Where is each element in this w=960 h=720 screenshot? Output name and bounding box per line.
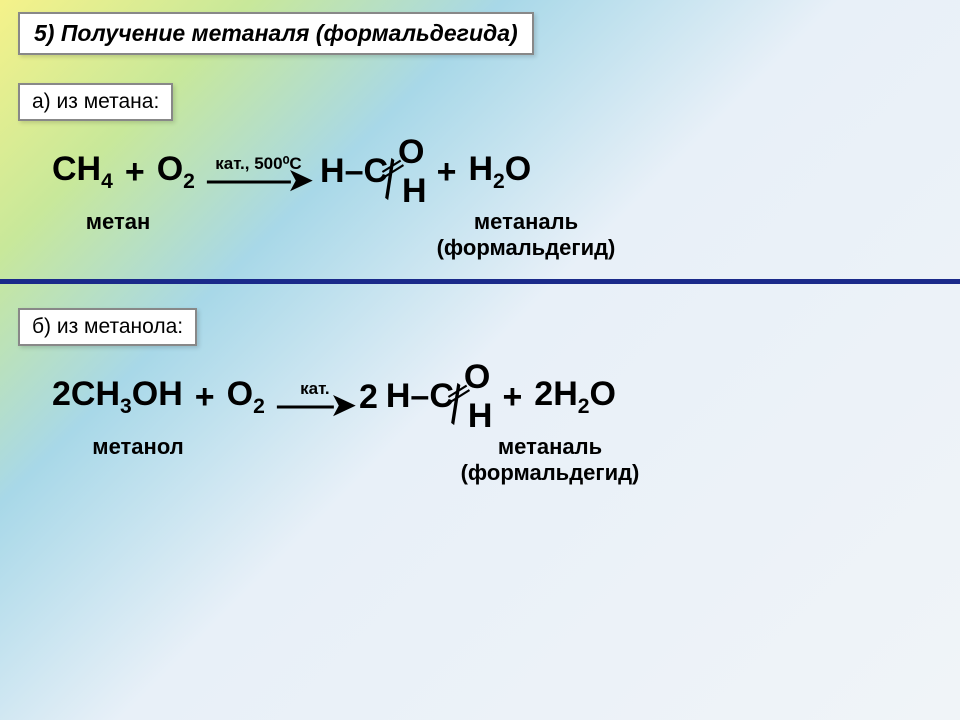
label-methanal-a-l2: (формальдегид) — [416, 235, 636, 261]
methanal-h-b: H — [468, 407, 493, 426]
reactant-o2-a: O2 — [151, 150, 201, 194]
section-b-heading: б) из метанола: — [18, 308, 197, 346]
arrow-glyph-b: ——➤ — [277, 395, 353, 416]
ch4-sub: 4 — [101, 170, 113, 193]
arrow-b: кат. ——➤ — [271, 379, 359, 416]
label-methanol: метанол — [58, 434, 218, 486]
product-methanal-a: O H–C ═ ╲ H — [316, 143, 431, 201]
single-bond-icon: ╲ — [378, 170, 400, 190]
methanal-coef-b: 2 — [359, 378, 382, 417]
label-methanal-b: метаналь (формальдегид) — [440, 434, 660, 486]
reaction-a: CH4 + O2 кат., 500⁰С ———➤ O H–C ═ ╲ — [46, 143, 942, 201]
h2o-2-a: 2 — [493, 170, 505, 193]
reactant-ch4: CH4 — [46, 150, 119, 194]
reactant-ch3oh: 2CH3OH — [46, 375, 189, 419]
h2o-coef-b: 2 — [534, 375, 553, 413]
labels-a: метан метаналь (формальдегид) — [46, 209, 942, 261]
o2-sub-a: 2 — [183, 170, 195, 193]
slide-content: 5) Получение метаналя (формальдегида) а)… — [0, 0, 960, 516]
label-methane: метан — [58, 209, 178, 261]
label-methanal-b-l2: (формальдегид) — [440, 460, 660, 486]
reactant-o2-b: O2 — [221, 375, 271, 419]
slide-title: 5) Получение метаналя (формальдегида) — [18, 12, 534, 55]
o2-base-a: O — [157, 150, 183, 188]
plus-b2: + — [496, 378, 528, 417]
product-h2o-a: H2O — [462, 150, 537, 194]
h2o-h-a: H — [468, 150, 493, 188]
methanal-h-a: H — [402, 182, 427, 201]
product-h2o-b: 2H2O — [528, 375, 622, 419]
h2o-2-b: 2 — [578, 395, 590, 418]
plus-a1: + — [119, 153, 151, 192]
product-methanal-b: O H–C ═ ╲ H — [382, 368, 497, 426]
label-methanal-b-l1: метаналь — [440, 434, 660, 460]
ch3oh-coef: 2 — [52, 375, 71, 413]
label-methanal-a: метаналь (формальдегид) — [416, 209, 636, 261]
arrow-a: кат., 500⁰С ———➤ — [201, 154, 316, 191]
single-bond-icon-b: ╲ — [444, 395, 466, 415]
h2o-h-b: H — [553, 375, 578, 413]
ch4-base: CH — [52, 150, 101, 188]
label-methanal-a-l1: метаналь — [416, 209, 636, 235]
reaction-b: 2CH3OH + O2 кат. ——➤ 2 O H–C ═ — [46, 368, 942, 426]
o2-base-b: O — [227, 375, 253, 413]
section-a-heading: а) из метана: — [18, 83, 173, 121]
ch3oh-base: CH — [71, 375, 120, 413]
section-divider — [0, 279, 960, 284]
arrow-glyph-a: ———➤ — [207, 170, 310, 191]
methanal-o-b: O — [464, 368, 490, 387]
o2-sub-b: 2 — [253, 395, 265, 418]
product-methanal-b-wrap: 2 O H–C ═ ╲ H — [359, 368, 496, 426]
plus-a2: + — [431, 153, 463, 192]
ch3oh-post: OH — [132, 375, 183, 413]
labels-b: метанол метаналь (формальдегид) — [46, 434, 942, 486]
h2o-o-b: O — [590, 375, 616, 413]
section-a: а) из метана: CH4 + O2 кат., 500⁰С ———➤ … — [18, 83, 942, 261]
plus-b1: + — [189, 378, 221, 417]
ch3oh-sub: 3 — [120, 395, 132, 418]
section-b: б) из метанола: 2CH3OH + O2 кат. ——➤ 2 O — [18, 308, 942, 486]
methanal-o-a: O — [398, 143, 424, 162]
h2o-o-a: O — [505, 150, 531, 188]
